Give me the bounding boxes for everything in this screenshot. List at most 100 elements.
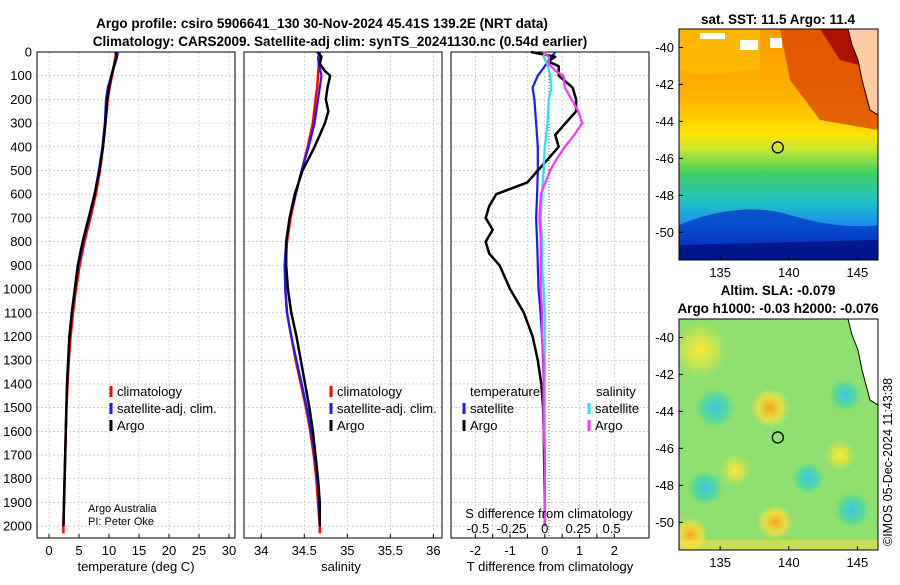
secondary-tick-label: -0.5 xyxy=(467,521,489,536)
map-y-tick-label: -40 xyxy=(655,40,674,55)
depth-tick-label: 1500 xyxy=(3,400,32,415)
header-line-2: Climatology: CARS2009. Satellite-adj cli… xyxy=(93,34,587,49)
depth-tick-label: 500 xyxy=(10,163,32,178)
legend-t-satellite-label: satellite xyxy=(470,401,514,416)
legend-satellite-label: satellite-adj. clim. xyxy=(117,401,217,416)
sla-feature xyxy=(824,439,856,471)
sla-high-anomaly xyxy=(757,504,793,540)
t-diff-xlabel: T difference from climatology xyxy=(467,559,634,574)
x-tick-label: 20 xyxy=(162,543,176,558)
secondary-tick-label: 0 xyxy=(541,521,548,536)
sst-cloud-mask xyxy=(770,38,782,48)
difference-axes-frame xyxy=(450,51,650,539)
depth-tick-label: 200 xyxy=(10,92,32,107)
depth-tick-label: 2000 xyxy=(3,519,32,534)
imos-copyright: ©IMOS 05-Dec-2024 11:43:38 xyxy=(881,378,895,546)
series-line-climatology xyxy=(62,51,118,534)
map-x-tick-label: 140 xyxy=(778,555,800,570)
temperature-panel: 0100200300400500600700800900100011001200… xyxy=(3,45,236,575)
x-tick-label: 5 xyxy=(75,543,82,558)
secondary-tick-label: -0.25 xyxy=(497,521,527,536)
sst-map-panel: sat. SST: 11.5 Argo: 11.4 135 140 145 -40 -4… xyxy=(655,12,879,280)
depth-tick-label: 1900 xyxy=(3,495,32,510)
australia-coast xyxy=(847,319,878,406)
sla-map-title: Altim. SLA: -0.079 xyxy=(721,283,836,298)
credit-pi: PI: Peter Oke xyxy=(88,516,154,528)
sst-map-title: sat. SST: 11.5 Argo: 11.4 xyxy=(701,12,856,27)
x-tick-label: 2 xyxy=(611,543,618,558)
difference-panel: -2 -1 0 1 2 -0.5 -0.25 0 0.25 0.5 T difference fr… xyxy=(450,50,650,574)
map-x-tick-label: 135 xyxy=(709,265,731,280)
sst-coldest-band xyxy=(679,240,878,260)
x-tick-label: 34.5 xyxy=(292,543,317,558)
salinity-panel: 34 34.5 35 35.5 36 salinity climatology sate… xyxy=(243,51,443,574)
sla-map-panel: Altim. SLA: -0.079 Argo h1000: -0.03 h20… xyxy=(655,283,879,570)
series-line-s-argo xyxy=(538,51,584,527)
temperature-xlabel: temperature (deg C) xyxy=(77,559,194,574)
x-tick-label: 35 xyxy=(340,543,354,558)
depth-tick-label: 700 xyxy=(10,210,32,225)
sst-warm-patch xyxy=(679,29,760,75)
depth-tick-label: 900 xyxy=(10,258,32,273)
map-y-tick-label: -42 xyxy=(655,77,674,92)
depth-tick-label: 1100 xyxy=(4,305,32,320)
map-y-tick-label: -40 xyxy=(655,330,674,345)
legend-satellite-label: satellite-adj. clim. xyxy=(337,401,437,416)
map-y-tick-label: -50 xyxy=(655,515,674,530)
s-diff-xlabel: S difference from climatology xyxy=(465,506,633,521)
sla-low-anomaly xyxy=(790,460,826,496)
map-x-tick-label: 140 xyxy=(778,265,800,280)
legend-salinity-title: salinity xyxy=(596,384,636,399)
series-line-argo xyxy=(284,51,332,527)
x-tick-label: 36 xyxy=(426,543,440,558)
argo-location-marker xyxy=(771,141,784,154)
temperature-axes-frame xyxy=(36,51,236,539)
legend-climatology-label: climatology xyxy=(117,384,183,399)
map-x-tick-label: 145 xyxy=(847,265,869,280)
x-tick-label: -2 xyxy=(470,543,482,558)
sst-cloud-mask xyxy=(700,33,725,39)
credit-organisation: Argo Australia xyxy=(88,503,157,515)
legend-t-argo-label: Argo xyxy=(470,418,497,433)
map-y-tick-label: -48 xyxy=(655,478,674,493)
sst-map-frame xyxy=(678,28,879,261)
map-y-tick-label: -46 xyxy=(655,151,674,166)
map-y-tick-label: -44 xyxy=(655,114,674,129)
x-tick-label: 10 xyxy=(102,543,116,558)
legend-argo-label: Argo xyxy=(117,418,144,433)
sst-cloud-mask xyxy=(740,40,758,50)
x-tick-label: -1 xyxy=(504,543,516,558)
x-tick-label: 1 xyxy=(576,543,583,558)
sla-south-band xyxy=(679,540,878,550)
map-y-tick-label: -44 xyxy=(655,404,674,419)
depth-tick-label: 300 xyxy=(10,116,32,131)
series-line-s-satellite xyxy=(539,51,553,527)
depth-tick-label: 600 xyxy=(10,187,32,202)
difference-legend: temperature salinity satellite Argo sate… xyxy=(462,384,639,433)
sla-low-anomaly xyxy=(832,490,872,530)
sla-low-anomaly xyxy=(685,468,725,508)
depth-tick-label: 400 xyxy=(10,139,32,154)
map-y-tick-label: -46 xyxy=(655,441,674,456)
depth-tick-label: 1000 xyxy=(3,282,32,297)
x-tick-label: 0 xyxy=(541,543,548,558)
map-y-tick-label: -50 xyxy=(655,225,674,240)
sla-low-anomaly xyxy=(693,386,737,430)
depth-tick-label: 1600 xyxy=(3,424,32,439)
sla-feature xyxy=(719,454,751,486)
depth-tick-label: 1400 xyxy=(3,376,32,391)
secondary-tick-label: 0.25 xyxy=(566,521,591,536)
depth-tick-label: 100 xyxy=(10,68,32,83)
secondary-tick-label: 0.5 xyxy=(603,521,621,536)
depth-tick-label: 1800 xyxy=(3,471,32,486)
argo-location-marker xyxy=(771,431,784,444)
x-tick-label: 15 xyxy=(132,543,146,558)
x-tick-label: 25 xyxy=(192,543,206,558)
map-x-tick-label: 145 xyxy=(847,555,869,570)
map-y-tick-label: -48 xyxy=(655,188,674,203)
depth-tick-label: 800 xyxy=(10,234,32,249)
x-tick-label: 35.5 xyxy=(378,543,403,558)
salinity-legend: climatology satellite-adj. clim. Argo xyxy=(329,384,437,433)
x-tick-label: 30 xyxy=(222,543,236,558)
